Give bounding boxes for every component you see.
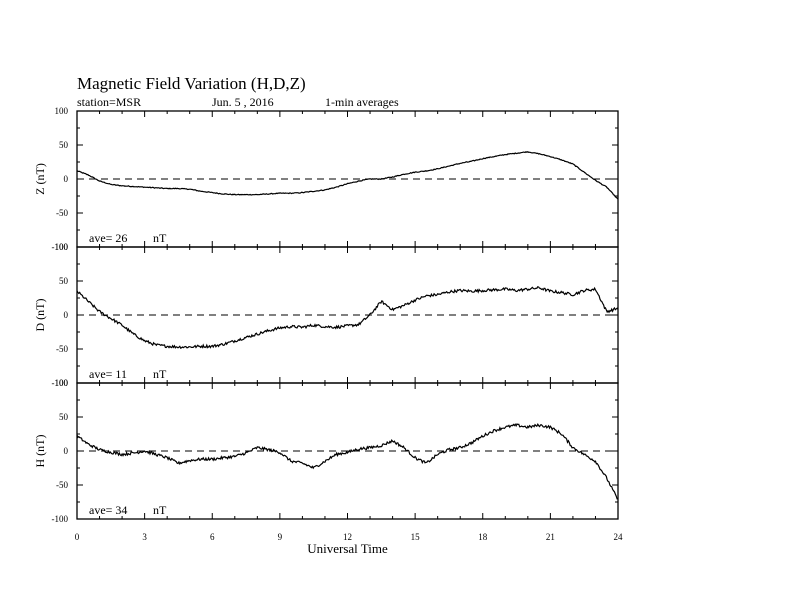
ave-unit-d: nT [153, 367, 167, 381]
series-line-z [76, 150, 619, 200]
ave-unit-h: nT [153, 503, 167, 517]
y-tick-label-h: 50 [59, 412, 69, 422]
x-tick-label: 6 [210, 532, 215, 542]
y-tick-label-d: 0 [64, 310, 69, 320]
x-tick-label: 9 [278, 532, 283, 542]
y-tick-label-h: -100 [52, 514, 69, 524]
y-axis-label-z: Z (nT) [33, 163, 47, 195]
averaging-label: 1-min averages [325, 95, 399, 109]
x-tick-label: 21 [546, 532, 555, 542]
y-tick-label-d: -100 [52, 378, 69, 388]
y-tick-label-d: 100 [55, 242, 69, 252]
ave-unit-z: nT [153, 231, 167, 245]
x-tick-label: 24 [614, 532, 624, 542]
y-tick-label-h: 0 [64, 446, 69, 456]
y-tick-label-z: -50 [56, 208, 68, 218]
y-tick-label-z: 50 [59, 140, 69, 150]
y-axis-label-d: D (nT) [33, 299, 47, 332]
y-tick-label-z: 100 [55, 106, 69, 116]
chart-title: Magnetic Field Variation (H,D,Z) [77, 74, 306, 93]
x-axis-label: Universal Time [307, 541, 388, 556]
y-axis-label-h: H (nT) [33, 435, 47, 468]
x-tick-label: 3 [142, 532, 147, 542]
station-label: station=MSR [77, 95, 142, 109]
x-tick-label: 15 [411, 532, 421, 542]
y-tick-label-h: 100 [55, 378, 69, 388]
y-tick-label-h: -50 [56, 480, 68, 490]
y-tick-label-z: 0 [64, 174, 69, 184]
series-line-h [76, 422, 619, 500]
ave-value-h: ave= 34 [89, 503, 127, 517]
y-tick-label-d: -50 [56, 344, 68, 354]
ave-value-z: ave= 26 [89, 231, 127, 245]
y-tick-label-z: -100 [52, 242, 69, 252]
series-line-d [76, 285, 619, 350]
x-tick-label: 0 [75, 532, 80, 542]
ave-value-d: ave= 11 [89, 367, 127, 381]
x-tick-label: 12 [343, 532, 352, 542]
date-label: Jun. 5 , 2016 [212, 95, 274, 109]
y-tick-label-d: 50 [59, 276, 69, 286]
x-tick-label: 18 [478, 532, 488, 542]
